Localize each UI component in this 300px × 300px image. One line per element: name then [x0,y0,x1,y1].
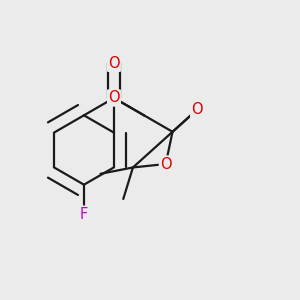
Text: F: F [80,207,88,222]
Text: O: O [108,91,120,106]
Text: O: O [108,56,120,71]
Text: O: O [160,157,172,172]
Text: O: O [191,102,203,117]
